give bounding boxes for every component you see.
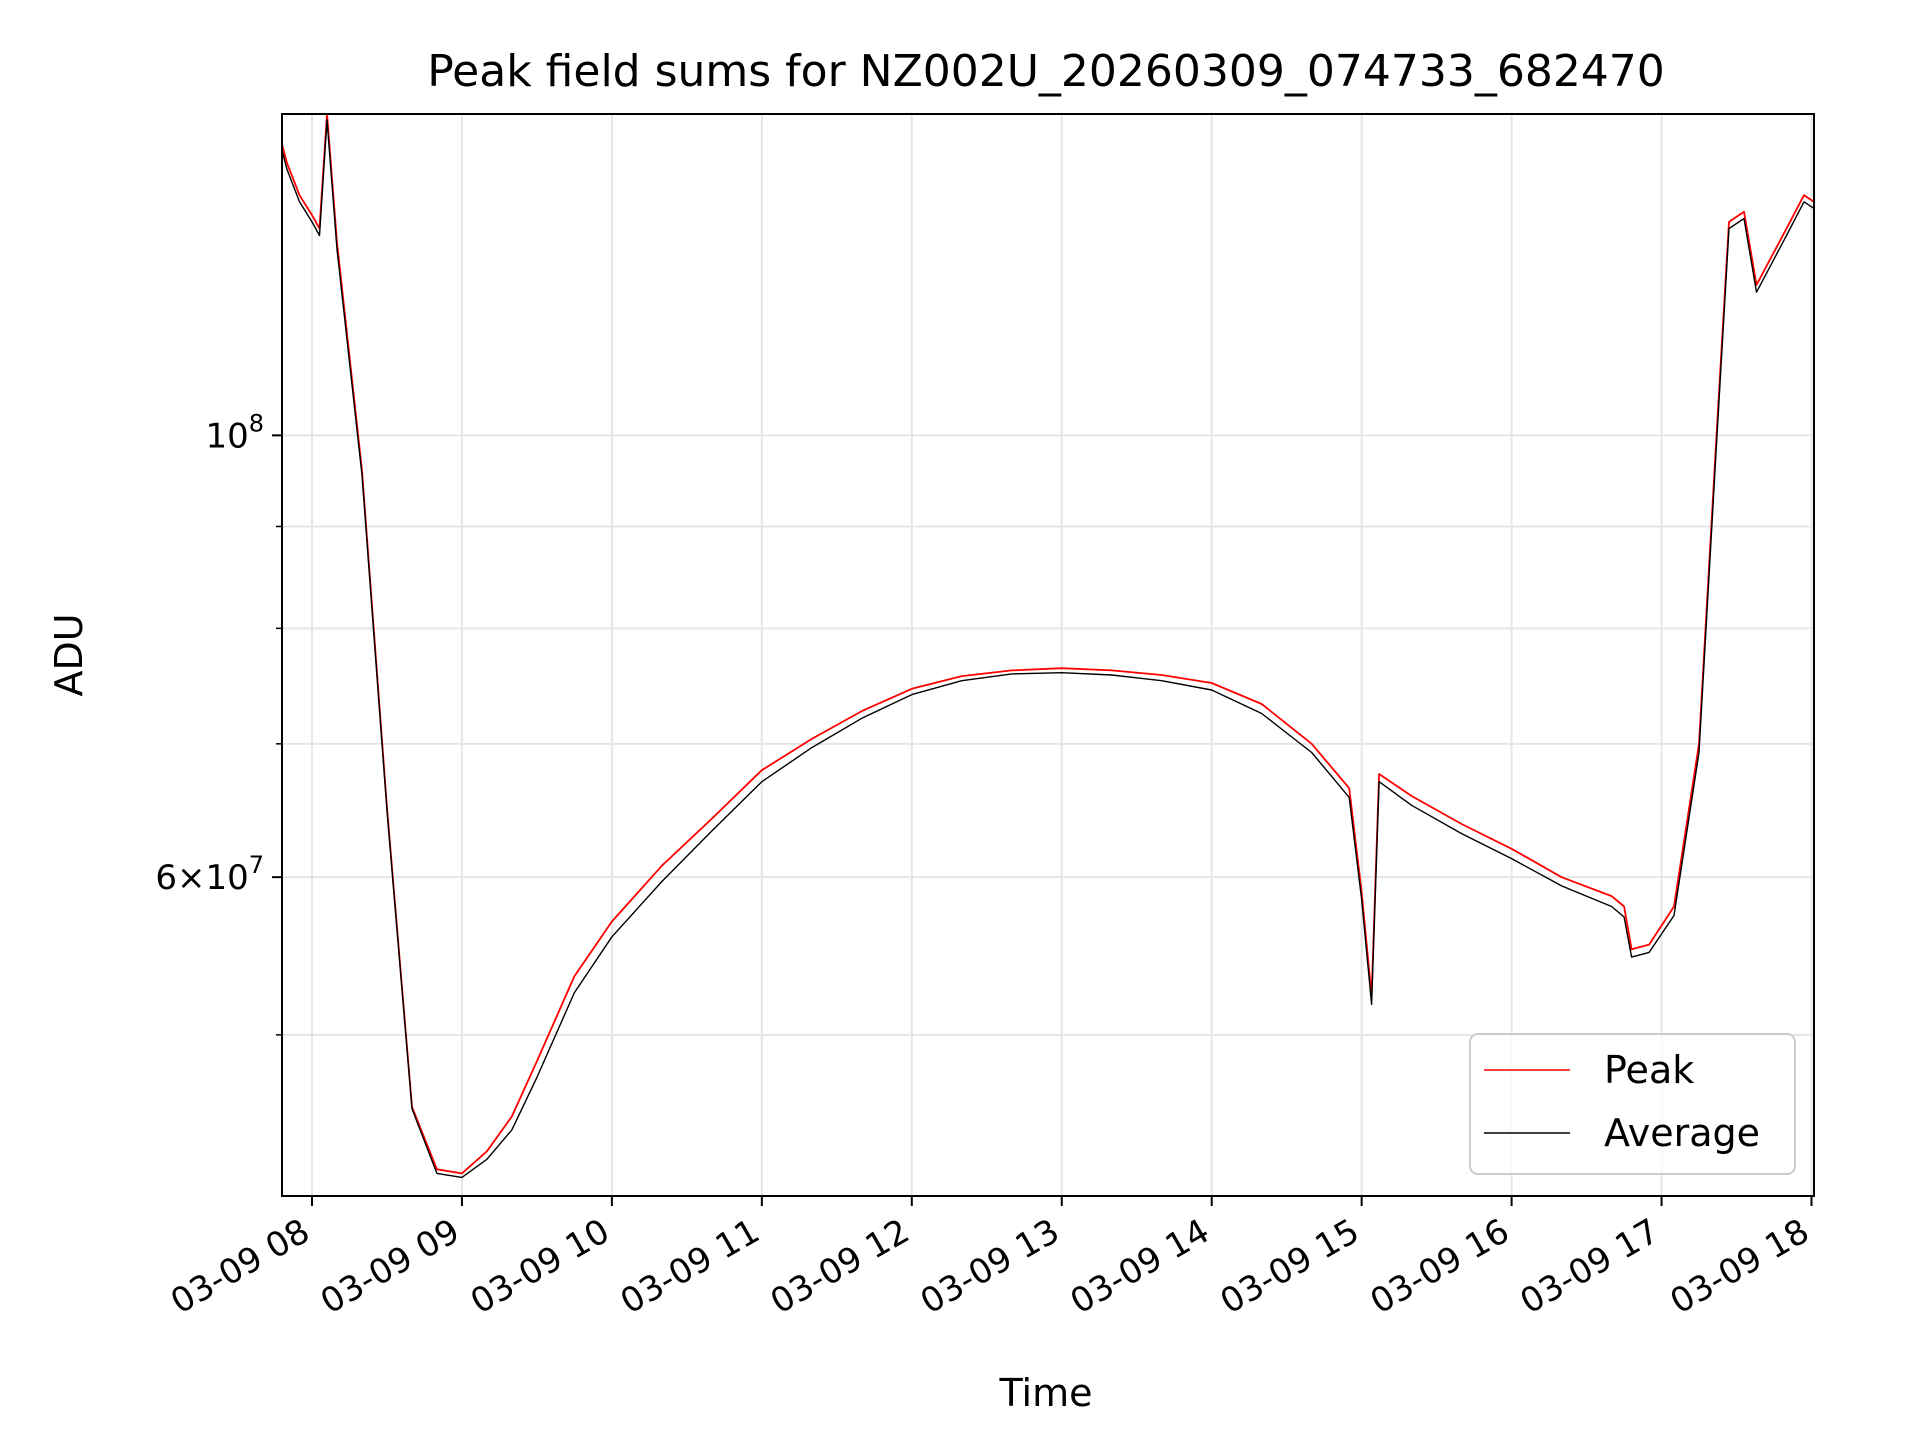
legend-label-average: Average xyxy=(1604,1111,1760,1155)
legend: Peak Average xyxy=(1469,1033,1796,1175)
x-axis-label: Time xyxy=(999,1371,1093,1415)
legend-label-peak: Peak xyxy=(1604,1048,1694,1092)
legend-box xyxy=(1469,1033,1796,1175)
plot-area xyxy=(281,113,1815,1179)
axes-frame xyxy=(281,113,1815,1197)
y-tick-label: 6×107 xyxy=(155,851,264,898)
series-line-average xyxy=(281,119,1815,1179)
chart-title: Peak field sums for NZ002U_20260309_0747… xyxy=(427,46,1665,97)
y-axis-label: ADU xyxy=(47,613,91,696)
grid xyxy=(282,114,1814,1196)
